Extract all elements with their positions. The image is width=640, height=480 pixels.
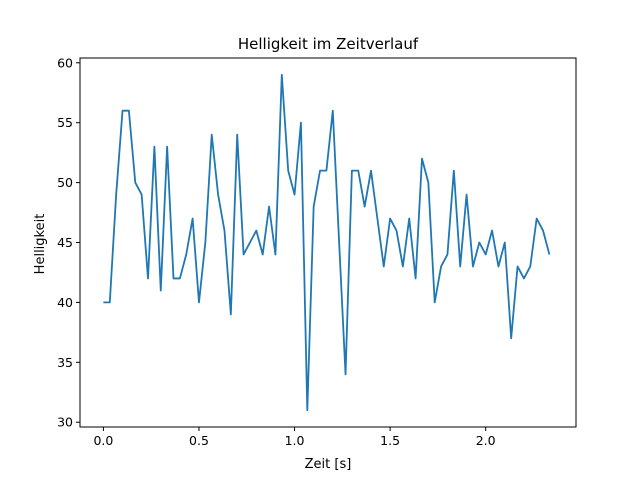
y-tick-label: 45 [57,235,73,250]
y-tick-label: 40 [57,295,73,310]
y-tick-label: 55 [57,115,73,130]
x-tick-label: 0.0 [93,433,113,448]
y-tick-label: 60 [57,55,73,70]
x-tick-label: 2.0 [476,433,496,448]
data-points [102,74,550,412]
y-axis: 30 35 40 45 50 55 60 [57,55,80,430]
x-tick-label: 1.5 [380,433,400,448]
y-axis-label: Helligkeit [33,214,48,275]
plot-area [79,57,577,428]
x-tick-label: 1.0 [285,433,305,448]
x-axis-label: Zeit [s] [305,457,352,472]
y-tick-label: 50 [57,175,73,190]
plot-frame [79,57,577,428]
chart-title: Helligkeit im Zeitverlauf [238,35,419,53]
y-tick-label: 35 [57,355,73,370]
y-tick-label: 30 [57,415,73,430]
x-axis: 0.0 0.5 1.0 1.5 2.0 [93,427,496,448]
x-tick-label: 0.5 [189,433,209,448]
series-line-helligkeit [103,73,551,412]
